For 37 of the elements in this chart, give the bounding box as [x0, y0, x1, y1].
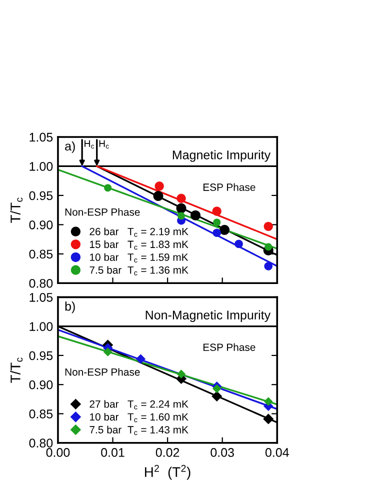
x-tick-label: 0.01 — [101, 448, 124, 457]
legend-label: 10 bar T$_{c}$ = 1.60 mK — [90, 412, 188, 422]
x-tick-label: 0.04 — [265, 448, 289, 457]
annotation: Non-ESP Phase — [65, 368, 140, 376]
annotation: ESP Phase — [203, 183, 256, 191]
y-axis-title: T/T$_{c}$ — [10, 198, 23, 223]
y-tick-label: 1.05 — [30, 292, 53, 302]
legend-label: 26 bar T$_{c}$ = 2.19 mK — [90, 228, 188, 237]
y-tick-label: 0.95 — [29, 191, 53, 200]
text: Magnetic Impurity — [172, 150, 271, 162]
y-axis-title: T/T$_{c}$ — [10, 358, 23, 383]
x-tick-label: 0.02 — [156, 448, 180, 457]
y-tick-label: 1.00 — [30, 322, 53, 331]
annotation: Non-ESP Phase — [65, 208, 140, 216]
legend-label: 7.5 bar T$_{c}$ = 1.43 mK — [90, 426, 188, 436]
y-tick-label: 0.80 — [29, 438, 53, 448]
y-tick-label: 1.00 — [30, 162, 53, 171]
y-tick-label: 0.85 — [29, 250, 53, 259]
y-tick-label: 0.90 — [29, 380, 53, 390]
legend-label: 7.5 bar T$_{c}$ = 1.36 mK — [90, 266, 188, 276]
annotation: H$_{c}$ — [99, 140, 109, 149]
x-axis-title: H$^{2}$ (T$^{2}$) — [145, 464, 190, 480]
y-tick-label: 1.05 — [30, 132, 53, 142]
legend-label: 27 bar T$_{c}$ = 2.24 mK — [90, 400, 188, 410]
y-tick-label: 0.90 — [29, 220, 53, 230]
annotation: H$_{c}$ — [84, 140, 94, 149]
legend-label: 10 bar T$_{c}$ = 1.59 mK — [90, 253, 188, 263]
y-tick-label: 0.85 — [29, 410, 53, 418]
annotation: a) — [65, 141, 75, 154]
y-tick-label: 0.95 — [29, 351, 53, 360]
text: Non-Magnetic Impurity — [146, 310, 271, 322]
annotation: ESP Phase — [203, 343, 256, 351]
y-tick-label: 0.80 — [29, 278, 53, 288]
legend-label: 15 bar T$_{c}$ = 1.83 mK — [90, 240, 188, 250]
x-tick-label: 0.00 — [46, 448, 70, 457]
x-tick-label: 0.03 — [210, 448, 234, 457]
annotation: b) — [65, 302, 75, 314]
